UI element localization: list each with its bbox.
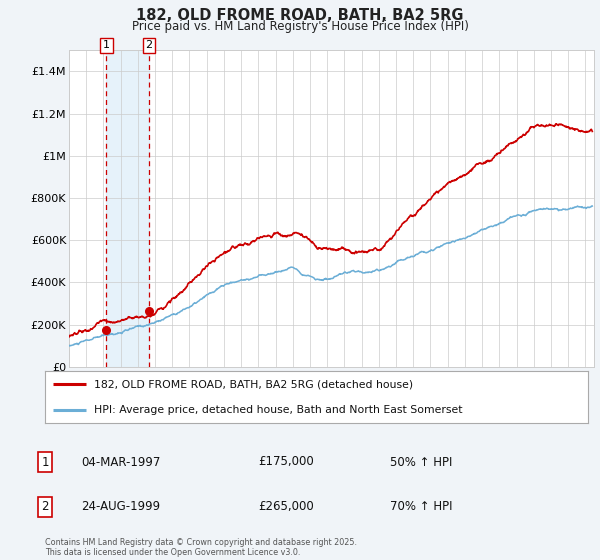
Text: £265,000: £265,000 [258,500,314,514]
Text: 70% ↑ HPI: 70% ↑ HPI [390,500,452,514]
Bar [106,50,149,367]
Text: 04-MAR-1997: 04-MAR-1997 [81,455,160,469]
Text: £175,000: £175,000 [258,455,314,469]
Text: 182, OLD FROME ROAD, BATH, BA2 5RG: 182, OLD FROME ROAD, BATH, BA2 5RG [136,8,464,24]
Text: 182, OLD FROME ROAD, BATH, BA2 5RG (detached house): 182, OLD FROME ROAD, BATH, BA2 5RG (deta… [94,379,413,389]
Text: Contains HM Land Registry data © Crown copyright and database right 2025.
This d: Contains HM Land Registry data © Crown c… [45,538,357,557]
Text: 50% ↑ HPI: 50% ↑ HPI [390,455,452,469]
Text: 1: 1 [103,40,110,50]
Text: 1: 1 [41,455,49,469]
Text: HPI: Average price, detached house, Bath and North East Somerset: HPI: Average price, detached house, Bath… [94,405,463,415]
Text: 2: 2 [41,500,49,514]
Text: 2: 2 [145,40,152,50]
Text: 24-AUG-1999: 24-AUG-1999 [81,500,160,514]
Text: Price paid vs. HM Land Registry's House Price Index (HPI): Price paid vs. HM Land Registry's House … [131,20,469,32]
